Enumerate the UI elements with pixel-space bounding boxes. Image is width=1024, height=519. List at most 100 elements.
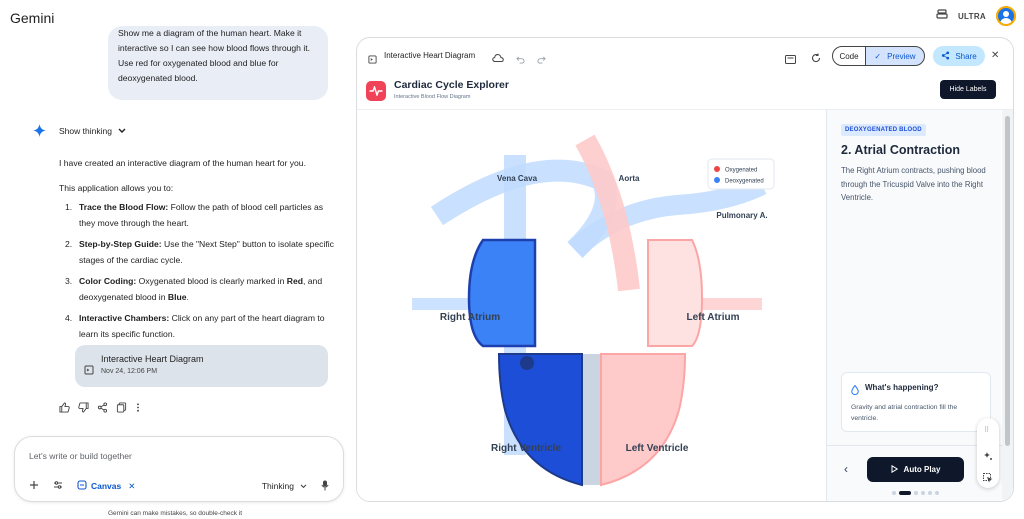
auto-play-button[interactable]: Auto Play bbox=[867, 457, 964, 482]
label-right-atrium: Right Atrium bbox=[440, 312, 500, 323]
app-preview: Cardiac Cycle Explorer Interactive Blood… bbox=[357, 74, 1013, 501]
disclaimer: Gemini can make mistakes, so double-chec… bbox=[108, 510, 243, 517]
label-left-ventricle: Left Ventricle bbox=[626, 443, 689, 454]
composer-toolbar: Canvas ✕ Thinking bbox=[29, 479, 329, 493]
code-tab-label: Code bbox=[839, 51, 859, 61]
list-item-text: Oxygenated blood is clearly marked in bbox=[136, 276, 287, 286]
console-icon[interactable] bbox=[785, 51, 796, 69]
blood-particle bbox=[520, 356, 534, 370]
step-dot[interactable] bbox=[892, 491, 896, 495]
step-dot-active[interactable] bbox=[899, 491, 911, 495]
redo-icon[interactable] bbox=[537, 51, 546, 69]
top-right-controls: ULTRA bbox=[936, 6, 1016, 26]
hide-labels-button[interactable]: Hide Labels bbox=[940, 80, 996, 99]
share-icon bbox=[941, 51, 950, 62]
add-icon[interactable] bbox=[29, 480, 39, 492]
chevron-down-icon bbox=[300, 481, 307, 491]
heartbeat-icon bbox=[366, 81, 386, 101]
play-icon bbox=[891, 464, 898, 475]
more-options-icon[interactable] bbox=[135, 400, 141, 418]
scrollbar-thumb[interactable] bbox=[1005, 116, 1010, 446]
pulmonary-artery-right bbox=[568, 175, 767, 258]
share-button[interactable]: Share bbox=[933, 46, 985, 66]
whats-happening-body: Gravity and atrial contraction fill the … bbox=[851, 404, 958, 422]
drag-handle-icon[interactable]: ⠿ bbox=[984, 427, 990, 434]
response-actions bbox=[59, 400, 141, 418]
scrollbar[interactable] bbox=[1002, 110, 1013, 501]
label-vena-cava: Vena Cava bbox=[497, 174, 538, 183]
step-title: 2. Atrial Contraction bbox=[841, 143, 960, 157]
plan-badge: ULTRA bbox=[957, 11, 986, 21]
chevron-down-icon bbox=[118, 126, 126, 136]
top-bar: Gemini ULTRA bbox=[0, 0, 1024, 36]
avatar[interactable] bbox=[996, 6, 1016, 26]
close-icon[interactable]: ✕ bbox=[991, 50, 1000, 61]
list-item: 4. Interactive Chambers: Click on any par… bbox=[59, 311, 334, 342]
copy-icon[interactable] bbox=[116, 400, 127, 418]
share-button-label: Share bbox=[955, 51, 977, 61]
label-aorta: Aorta bbox=[619, 174, 640, 183]
droplet-icon bbox=[851, 382, 859, 400]
response-steps: 1. Trace the Blood Flow: Follow the path … bbox=[59, 200, 334, 348]
list-item-heading: Step-by-Step Guide: bbox=[79, 239, 162, 249]
code-tab[interactable]: Code bbox=[832, 46, 866, 66]
left-atrium bbox=[647, 239, 704, 347]
step-dot[interactable] bbox=[921, 491, 925, 495]
response-intro: I have created an interactive diagram of… bbox=[59, 158, 306, 168]
tools-icon[interactable] bbox=[53, 480, 63, 492]
thumbs-down-icon[interactable] bbox=[78, 400, 89, 418]
preview-tab-label: Preview bbox=[887, 51, 916, 61]
step-controls: ‹ Auto Play bbox=[827, 445, 1002, 501]
sparkle-edit-icon[interactable] bbox=[983, 448, 993, 466]
list-number: 1. bbox=[65, 202, 73, 212]
close-icon[interactable]: ✕ bbox=[128, 480, 136, 491]
list-item-text: , and deoxygenated blood in bbox=[79, 276, 323, 302]
canvas-artifact-card[interactable]: Interactive Heart Diagram Nov 24, 12:06 … bbox=[75, 345, 328, 387]
preview-tab[interactable]: ✓ Preview bbox=[865, 46, 925, 66]
prompt-input[interactable]: Let's write or build together bbox=[29, 451, 132, 461]
canvas-panel: Interactive Heart Diagram Code ✓ Preview … bbox=[356, 37, 1014, 502]
step-dot[interactable] bbox=[914, 491, 918, 495]
list-item: 2. Step-by-Step Guide: Use the "Next Step… bbox=[59, 237, 334, 268]
auto-play-label: Auto Play bbox=[903, 465, 941, 474]
list-number: 2. bbox=[65, 239, 73, 249]
step-tag: DEOXYGENATED BLOOD bbox=[841, 124, 926, 136]
legend-deoxygenated: Deoxygenated bbox=[725, 179, 764, 185]
undo-icon[interactable] bbox=[516, 51, 525, 69]
step-dot[interactable] bbox=[935, 491, 939, 495]
refresh-icon[interactable] bbox=[811, 50, 821, 68]
document-icon bbox=[84, 362, 94, 380]
canvas-chip[interactable]: Canvas ✕ bbox=[77, 480, 135, 492]
canvas-card-date: Nov 24, 12:06 PM bbox=[101, 368, 158, 375]
previous-step-icon[interactable]: ‹ bbox=[844, 462, 848, 476]
gemini-spark-icon bbox=[33, 124, 46, 142]
list-item-heading: Color Coding: bbox=[79, 276, 137, 286]
incognito-icon[interactable] bbox=[936, 7, 948, 25]
select-element-icon[interactable] bbox=[983, 470, 993, 488]
legend-oxygenated: Oxygenated bbox=[725, 168, 757, 174]
label-right-ventricle: Right Ventricle bbox=[491, 443, 561, 454]
right-atrium bbox=[467, 238, 537, 348]
list-item-text: Use the "Next Step" button to isolate sp… bbox=[79, 239, 334, 265]
list-item-text: Follow the path of blood cell particles … bbox=[79, 202, 324, 228]
prompt-composer[interactable]: Let's write or build together Canvas ✕ T… bbox=[14, 436, 344, 502]
heart-diagram: Vena Cava Aorta Pulmonary A. Right Atriu… bbox=[357, 110, 826, 501]
user-message-text: Show me a diagram of the human heart. Ma… bbox=[118, 28, 311, 83]
show-thinking-toggle[interactable]: Show thinking bbox=[59, 126, 126, 136]
canvas-card-title: Interactive Heart Diagram bbox=[101, 354, 204, 364]
list-item: 3. Color Coding: Oxygenated blood is clea… bbox=[59, 274, 334, 305]
legend: Oxygenated Deoxygenated bbox=[707, 158, 775, 190]
mode-selector[interactable]: Thinking bbox=[262, 481, 307, 491]
step-dot[interactable] bbox=[928, 491, 932, 495]
microphone-icon[interactable] bbox=[321, 480, 329, 493]
cloud-sync-icon[interactable] bbox=[492, 50, 504, 68]
share-icon[interactable] bbox=[97, 400, 108, 418]
whats-happening-card: What's happening? Gravity and atrial con… bbox=[841, 372, 991, 432]
step-description: The Right Atrium contracts, pushing bloo… bbox=[841, 166, 986, 202]
list-item-text: . bbox=[186, 291, 189, 302]
user-message: Show me a diagram of the human heart. Ma… bbox=[108, 26, 328, 100]
thumbs-up-icon[interactable] bbox=[59, 400, 70, 418]
pulmonary-vein-right bbox=[687, 298, 762, 310]
mode-label: Thinking bbox=[261, 481, 294, 491]
app-title: Gemini bbox=[10, 10, 55, 26]
